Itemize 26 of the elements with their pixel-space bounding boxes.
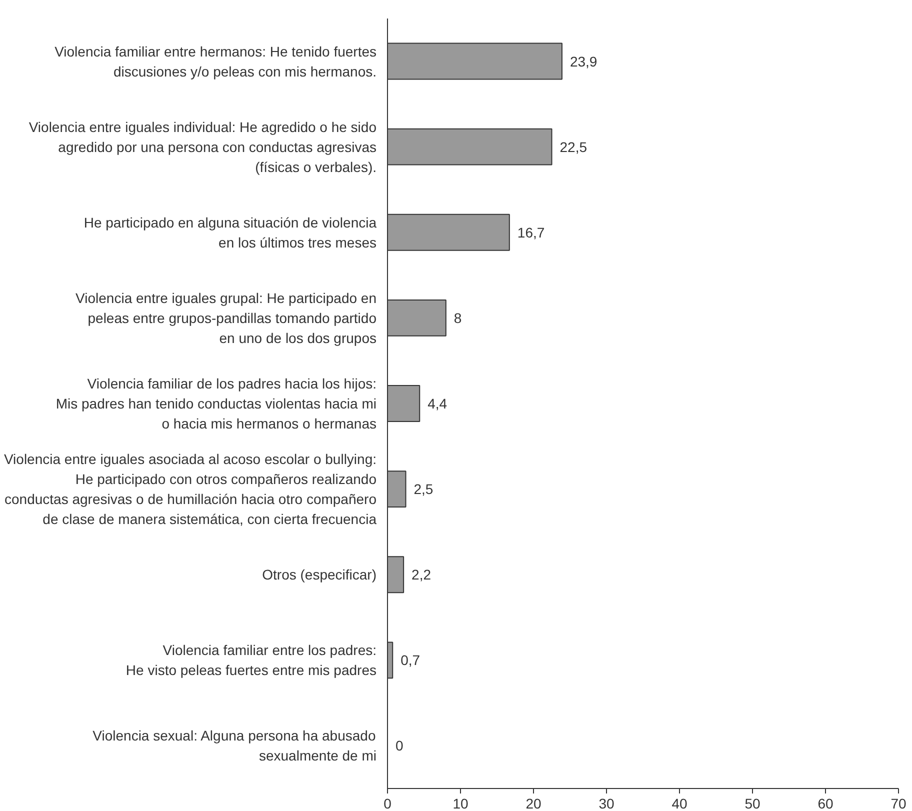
y-tick-label: He participado en alguna situación de violencia en los últimos tres meses (84, 214, 377, 250)
data-label: 8 (454, 310, 462, 326)
data-label: 2,5 (414, 481, 434, 498)
data-label: 0 (396, 738, 404, 754)
data-label: 16,7 (517, 224, 545, 240)
y-tick-label: Violencia familiar entre hermanos: He tenido fuertes discusiones y/o peleas con mis hermanos. (54, 43, 377, 80)
data-label: 22,5 (560, 138, 588, 155)
x-tick-label: 50 (744, 796, 760, 811)
x-tick-label: 10 (452, 796, 468, 811)
data-label: 2,2 (412, 566, 432, 583)
y-tick-label: Violencia entre iguales asociada al acoso escolar o bullying: He participado con otros compañeros realizando conductas agresivas o de humillación hacia otro compañero de clase de manera sistemática, con cierta frecuencia (4, 451, 377, 528)
y-tick-label: Violencia entre iguales individual: He agredido o he sido agredido por una persona con conductas agresivas (físicas o verbales). (28, 118, 377, 175)
y-tick-label: Violencia familiar de los padres hacia los hijos: Mis padres han tenido conductas violentas hacia mi o hacia mis hermanos o hermanas (56, 376, 377, 432)
y-tick-label: Otros (especificar) (262, 566, 376, 583)
y-tick-label: Violencia entre iguales grupal: He participado en peleas entre grupos-pandillas tomando partido en uno de los dos grupos (76, 290, 377, 346)
x-tick-label: 30 (598, 796, 614, 811)
y-tick-label: Violencia familiar entre los padres: He visto peleas fuertes entre mis padres (126, 642, 377, 678)
x-tick-label: 20 (526, 796, 542, 811)
x-tick-label: 70 (890, 796, 906, 811)
data-label: 23,9 (570, 53, 598, 70)
x-tick-label: 60 (818, 796, 834, 811)
x-tick-label: 40 (672, 796, 688, 811)
data-label: 4,4 (428, 396, 448, 412)
data-label: 0,7 (400, 652, 420, 668)
x-tick-label: 0 (384, 796, 392, 811)
y-tick-label: Violencia sexual: Alguna persona ha abusado sexualmente de mi (92, 728, 377, 764)
